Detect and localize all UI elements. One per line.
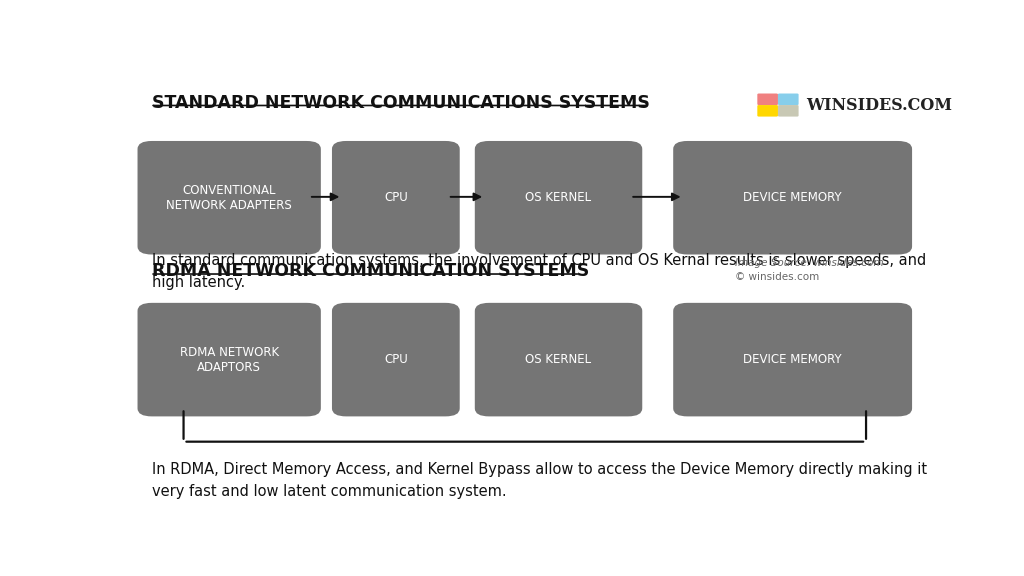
Text: CPU: CPU bbox=[384, 191, 408, 204]
Text: In standard communication systems, the involvement of CPU and OS Kernal results : In standard communication systems, the i… bbox=[152, 253, 926, 290]
FancyBboxPatch shape bbox=[137, 303, 321, 416]
FancyBboxPatch shape bbox=[475, 303, 642, 416]
Text: RDMA NETWORK
ADAPTORS: RDMA NETWORK ADAPTORS bbox=[179, 346, 279, 374]
Text: RDMA NETWORK COMMUNICATION SYSTEMS: RDMA NETWORK COMMUNICATION SYSTEMS bbox=[152, 262, 589, 280]
Text: WINSIDES.COM: WINSIDES.COM bbox=[807, 97, 952, 113]
FancyBboxPatch shape bbox=[758, 105, 778, 116]
FancyBboxPatch shape bbox=[778, 93, 799, 105]
Text: OS KERNEL: OS KERNEL bbox=[525, 191, 592, 204]
Text: STANDARD NETWORK COMMUNICATIONS SYSTEMS: STANDARD NETWORK COMMUNICATIONS SYSTEMS bbox=[152, 93, 649, 112]
FancyBboxPatch shape bbox=[332, 141, 460, 255]
Text: In RDMA, Direct Memory Access, and Kernel Bypass allow to access the Device Memo: In RDMA, Direct Memory Access, and Kerne… bbox=[152, 461, 927, 499]
Text: OS KERNEL: OS KERNEL bbox=[525, 353, 592, 366]
Text: DEVICE MEMORY: DEVICE MEMORY bbox=[743, 191, 842, 204]
Text: DEVICE MEMORY: DEVICE MEMORY bbox=[743, 353, 842, 366]
FancyBboxPatch shape bbox=[332, 303, 460, 416]
FancyBboxPatch shape bbox=[673, 303, 912, 416]
FancyBboxPatch shape bbox=[475, 141, 642, 255]
FancyBboxPatch shape bbox=[137, 141, 321, 255]
FancyBboxPatch shape bbox=[673, 141, 912, 255]
Text: © winsides.com: © winsides.com bbox=[735, 272, 819, 282]
FancyBboxPatch shape bbox=[758, 93, 778, 105]
FancyBboxPatch shape bbox=[778, 105, 799, 116]
Text: CONVENTIONAL
NETWORK ADAPTERS: CONVENTIONAL NETWORK ADAPTERS bbox=[166, 184, 292, 212]
Text: Image Source: winsides.com: Image Source: winsides.com bbox=[735, 257, 884, 268]
Text: CPU: CPU bbox=[384, 353, 408, 366]
